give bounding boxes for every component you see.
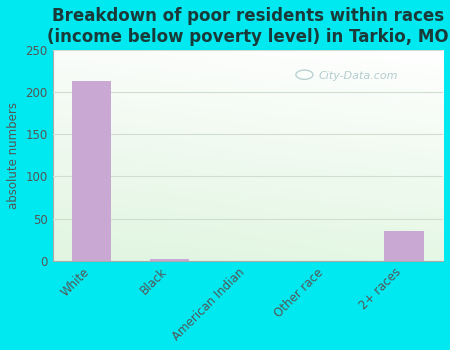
Title: Breakdown of poor residents within races
(income below poverty level) in Tarkio,: Breakdown of poor residents within races… [47, 7, 449, 46]
Text: City-Data.com: City-Data.com [318, 71, 398, 81]
Bar [72, 81, 111, 261]
Bar [384, 231, 423, 261]
Y-axis label: absolute numbers: absolute numbers [7, 102, 20, 209]
Bar [150, 259, 189, 261]
